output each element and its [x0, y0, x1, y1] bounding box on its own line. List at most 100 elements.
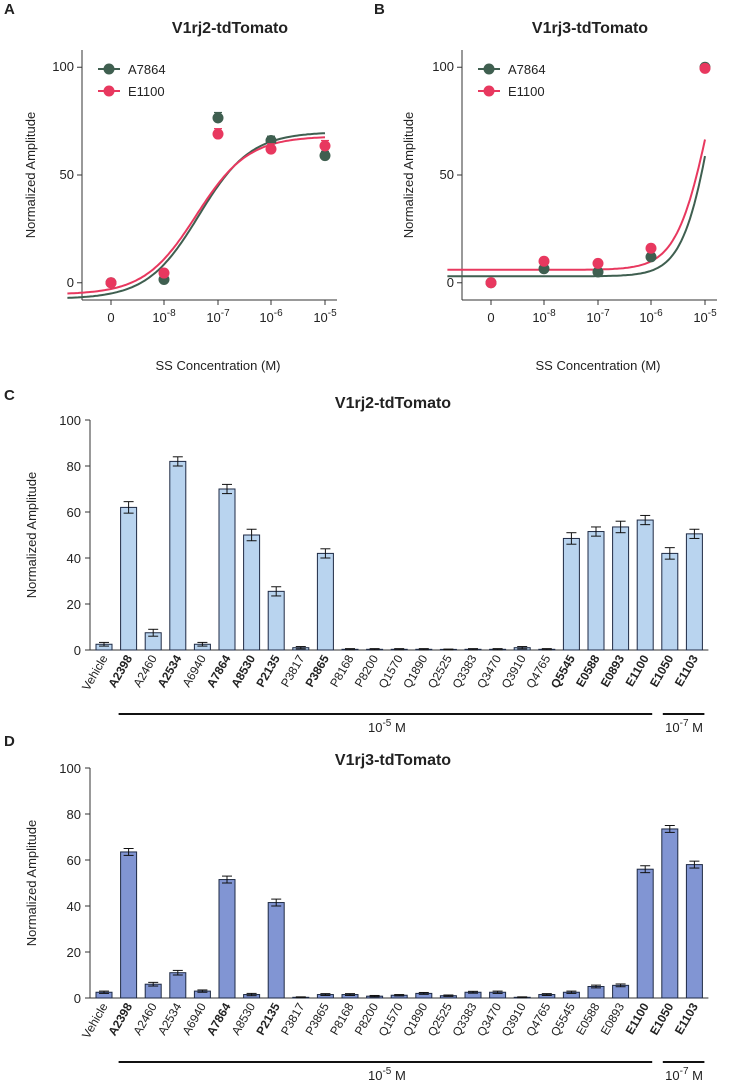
- panel-b-legend-label-E1100: E1100: [508, 84, 545, 99]
- panel-a-y-tick-label: 50: [60, 167, 74, 182]
- panel-a-fit-curve-E1100: [67, 136, 326, 295]
- panel-b-x-tick-label: 10-8: [532, 308, 556, 325]
- panel-c-category-label: Q5545: [548, 652, 578, 690]
- panel-d-bar-E1100: [636, 868, 654, 999]
- panel-b-point-E1100: [645, 242, 657, 254]
- panel-c-group-label: 10-7 M: [665, 718, 703, 735]
- panel-letter-a: A: [4, 1, 15, 18]
- panel-b-legend-marker: [483, 63, 495, 75]
- panel-a-plot: 0 50 100 0 10-8 10-7 10-6 10-5 A7864 E1100: [52, 50, 337, 325]
- panel-d-bar-A2534: [169, 972, 187, 999]
- panel-b-point-E1100: [485, 277, 497, 289]
- panel-b-fit-curve-E1100: [447, 139, 706, 271]
- panel-c-category-label: Vehicle: [79, 652, 111, 693]
- panel-a-x-tick-label: 10-8: [152, 308, 176, 325]
- panel-d-bar-E1103: [685, 864, 703, 999]
- panel-a-point-E1100: [212, 128, 224, 140]
- panel-b: B V1rj3-tdTomato 0 50 100 0 10-8 10-7 10-6 10-5…: [374, 1, 717, 373]
- panel-b-x-tick-label: 10-7: [586, 308, 610, 325]
- panel-b-fit-curve-A7864: [447, 155, 706, 278]
- panel-b-plot: 0 50 100 0 10-8 10-7 10-6 10-5 A7864 E1100: [432, 50, 717, 325]
- panel-c-bar-Q5545: [562, 537, 580, 651]
- panel-b-point-E1100: [538, 255, 550, 267]
- panel-c-y-tick-label: 60: [67, 505, 81, 520]
- panel-b-legend-marker: [483, 85, 495, 97]
- panel-c-group-label: 10-5 M: [368, 718, 406, 735]
- panel-b-y-tick-label: 50: [440, 167, 454, 182]
- panel-c-bar-A7864: [218, 488, 236, 651]
- panel-d-category-label: E1050: [647, 1000, 677, 1037]
- panel-d-bar-A2398: [120, 851, 138, 999]
- panel-d-title: V1rj3-tdTomato: [335, 752, 451, 769]
- panel-a-point-E1100: [265, 143, 277, 155]
- panel-b-point-A7864: [592, 266, 604, 278]
- panel-c-y-axis-label: Normalized Amplitude: [24, 472, 39, 598]
- panel-c-category-label: A2398: [105, 652, 135, 690]
- panel-letter-c: C: [4, 387, 15, 404]
- panel-b-legend-label-A7864: A7864: [508, 62, 546, 77]
- panel-a-point-E1100: [158, 267, 170, 279]
- panel-a-point-A7864: [319, 150, 331, 162]
- panel-c-bar-P2135: [267, 590, 285, 651]
- panel-a-x-tick-label: 0: [107, 310, 114, 325]
- panel-c-bar-A8530: [243, 534, 261, 651]
- panel-d-y-tick-label: 20: [67, 945, 81, 960]
- panel-c-category-label: E1103: [672, 652, 701, 689]
- panel-a-fit-curve-A7864: [67, 132, 326, 299]
- panel-letter-d: D: [4, 733, 15, 750]
- panel-b-x-axis-label: SS Concentration (M): [536, 358, 661, 373]
- panel-d-category-label: Vehicle: [79, 1000, 111, 1041]
- panel-d-y-tick-label: 0: [74, 991, 81, 1006]
- panel-a-legend-marker: [103, 85, 115, 97]
- panel-d-category-label: E1103: [672, 1000, 701, 1037]
- panel-d-category-label: A2398: [105, 1000, 135, 1038]
- panel-d-bar-A7864: [218, 879, 236, 999]
- panel-c-y-tick-label: 100: [59, 413, 81, 428]
- panel-a-y-tick-label: 100: [52, 59, 74, 74]
- panel-b-point-E1100: [699, 62, 711, 74]
- panel-a-point-A7864: [212, 112, 224, 124]
- panel-d-y-tick-label: 80: [67, 807, 81, 822]
- panel-c-y-tick-label: 40: [67, 551, 81, 566]
- panel-b-point-E1100: [592, 257, 604, 269]
- panel-a-y-tick-label: 0: [67, 275, 74, 290]
- panel-c-y-tick-label: 80: [67, 459, 81, 474]
- panel-d-group-label: 10-5 M: [368, 1066, 406, 1081]
- panel-c-bar-E1103: [685, 533, 703, 651]
- panel-a-legend-label-E1100: E1100: [128, 84, 165, 99]
- panel-a-title: V1rj2-tdTomato: [172, 20, 288, 37]
- panel-c-category-label: A2534: [155, 652, 185, 690]
- panel-d-bar-E1050: [661, 828, 679, 999]
- panel-d-plot: 020406080100VehicleA2398A2460A2534A6940A…: [59, 761, 709, 1081]
- panel-c-bar-E1050: [661, 552, 679, 651]
- panel-c-bar-E0588: [587, 531, 605, 651]
- panel-b-point-A7864: [645, 251, 657, 263]
- panel-a-x-axis-label: SS Concentration (M): [156, 358, 281, 373]
- panel-c-bar-E1100: [636, 519, 654, 651]
- panel-d-y-tick-label: 40: [67, 899, 81, 914]
- panel-c-bar-P3865: [316, 552, 334, 651]
- panel-d-category-label: Q5545: [548, 1000, 578, 1038]
- panel-c-category-label: A8530: [228, 652, 258, 690]
- panel-a-legend-marker: [103, 63, 115, 75]
- panel-c-category-label: E0893: [598, 652, 628, 689]
- panel-c-y-tick-label: 20: [67, 597, 81, 612]
- panel-d-bar-P2135: [267, 902, 285, 999]
- panel-a-legend-label-A7864: A7864: [128, 62, 166, 77]
- panel-d-y-tick-label: 100: [59, 761, 81, 776]
- panel-c-category-label: E1050: [647, 652, 677, 689]
- panel-c-bar-A2534: [169, 460, 187, 651]
- panel-a-point-E1100: [319, 140, 331, 152]
- panel-a-x-tick-label: 10-5: [313, 308, 337, 325]
- panel-b-x-tick-label: 0: [487, 310, 494, 325]
- panel-d-group-label: 10-7 M: [665, 1066, 703, 1081]
- panel-letter-b: B: [374, 1, 385, 18]
- panel-d-category-label: E0893: [598, 1000, 628, 1037]
- panel-b-y-tick-label: 0: [447, 275, 454, 290]
- panel-d-bar-E0893: [612, 984, 630, 999]
- panel-b-x-tick-label: 10-5: [693, 308, 717, 325]
- panel-a: A V1rj2-tdTomato 0 50 100 0 10-8 10-7 10-6 10-5…: [4, 1, 337, 373]
- panel-a-point-E1100: [105, 277, 117, 289]
- panel-c: C V1rj2-tdTomato 0 20 40 60 80 100 VehicleA239…: [4, 387, 709, 735]
- panel-c-bar-E0893: [612, 526, 630, 651]
